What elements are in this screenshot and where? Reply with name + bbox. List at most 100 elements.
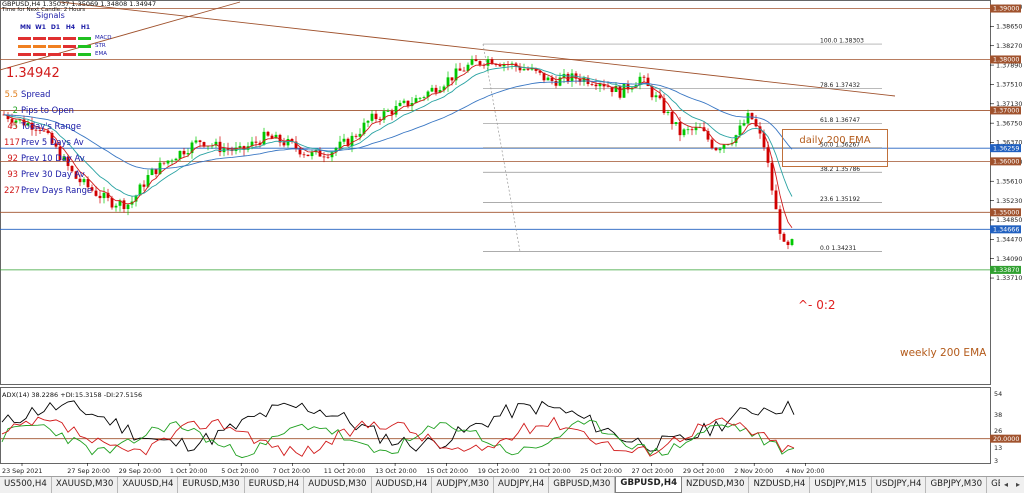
candle-body bbox=[502, 64, 506, 67]
candle-body bbox=[282, 142, 286, 146]
candle-body bbox=[670, 111, 674, 125]
candle-body bbox=[722, 144, 726, 149]
tab-audjpy-m30[interactable]: AUDJPY,M30 bbox=[432, 477, 494, 493]
signal-row-ema: EMA bbox=[18, 51, 107, 57]
signal-name: STR bbox=[95, 43, 106, 49]
candle-body bbox=[118, 200, 122, 206]
stat-value: 227 bbox=[4, 185, 20, 195]
plus-di-line bbox=[1, 419, 795, 459]
candle-body bbox=[762, 133, 766, 148]
tab-xauusd-h4[interactable]: XAUUSD,H4 bbox=[118, 477, 179, 493]
symbol-header: GBPUSD,H4 1.35037 1.35069 1.34808 1.3494… bbox=[2, 0, 157, 8]
tab-usdjpy-m15[interactable]: USDJPY,M15 bbox=[810, 477, 872, 493]
candle-body bbox=[198, 140, 202, 143]
tab-usdjpy-h4[interactable]: USDJPY,H4 bbox=[872, 477, 927, 493]
candle-body bbox=[422, 97, 426, 98]
candle-body bbox=[170, 160, 174, 162]
candle-body bbox=[434, 87, 438, 93]
candle-body bbox=[54, 143, 58, 147]
candle-body bbox=[590, 84, 594, 85]
stat-label: Pips to Open bbox=[21, 105, 74, 115]
candle-body bbox=[498, 64, 502, 67]
candle-body bbox=[126, 204, 130, 210]
candle-body bbox=[14, 120, 18, 123]
candle-body bbox=[654, 95, 658, 98]
candle-body bbox=[174, 158, 178, 161]
tab-scroll-left-icon[interactable]: ◂ bbox=[1003, 480, 1008, 489]
y-tick-label: 1.36370 bbox=[996, 139, 1022, 147]
candle-body bbox=[518, 66, 522, 71]
candle-body bbox=[254, 141, 258, 143]
price-level-text: 1.35000 bbox=[993, 209, 1019, 217]
timeframe-h4: H4 bbox=[65, 24, 76, 31]
candle-body bbox=[530, 68, 534, 70]
tab-nzdusd-h4[interactable]: NZDUSD,H4 bbox=[749, 477, 811, 493]
candle-body bbox=[438, 90, 442, 93]
candle-body bbox=[214, 141, 218, 146]
adx-level-text: 20.0000 bbox=[993, 435, 1019, 443]
candle-body bbox=[522, 68, 526, 71]
price-level-text: 1.33870 bbox=[993, 266, 1019, 274]
price-level-text: 1.34666 bbox=[993, 226, 1019, 234]
candle-body bbox=[458, 68, 462, 71]
candle-body bbox=[718, 148, 722, 151]
price-level-text: 1.39000 bbox=[993, 5, 1019, 13]
stat-label: Spread bbox=[21, 89, 51, 99]
y-tick-label: 1.34470 bbox=[996, 236, 1022, 244]
tab-scroll-right-icon[interactable]: ▸ bbox=[1015, 480, 1020, 489]
minus-di-line bbox=[1, 416, 795, 457]
candle-body bbox=[190, 142, 194, 154]
main-plot-frame bbox=[0, 0, 991, 385]
x-tick-label: 29 Oct 20:00 bbox=[683, 467, 725, 475]
candle-body bbox=[62, 156, 66, 160]
candle-body bbox=[258, 142, 262, 145]
adx-tick-label: 54 bbox=[994, 390, 1002, 398]
candle-body bbox=[262, 131, 266, 145]
candle-body bbox=[582, 77, 586, 82]
candle-body bbox=[326, 156, 330, 158]
candle-body bbox=[426, 91, 430, 98]
tab-xauusd-m30[interactable]: XAUUSD,M30 bbox=[52, 477, 119, 493]
x-tick-label: 2 Nov 20:00 bbox=[734, 467, 773, 475]
signal-indicator bbox=[18, 52, 31, 56]
tab-gbpjpy-m30[interactable]: GBPJPY,M30 bbox=[926, 477, 988, 493]
signal-indicator bbox=[33, 44, 46, 48]
candle-body bbox=[378, 119, 382, 120]
tab-eurusd-h4[interactable]: EURUSD,H4 bbox=[245, 477, 305, 493]
candle-body bbox=[690, 129, 694, 131]
candle-body bbox=[454, 68, 458, 81]
tab-us500-h4[interactable]: US500,H4 bbox=[0, 477, 52, 493]
candle-body bbox=[286, 139, 290, 146]
tab-audusd-h4[interactable]: AUDUSD,H4 bbox=[372, 477, 433, 493]
adx-line bbox=[1, 400, 795, 452]
timeframe-h1: H1 bbox=[80, 24, 91, 31]
candle-body bbox=[154, 168, 158, 175]
tab-gbpusd-h4[interactable]: GBPUSD,H4 bbox=[615, 477, 683, 493]
price-level-text: 1.36259 bbox=[993, 144, 1019, 152]
candle-body bbox=[770, 162, 774, 191]
x-tick-label: 5 Oct 20:00 bbox=[221, 467, 259, 475]
candle-body bbox=[274, 134, 278, 139]
candle-body bbox=[342, 138, 346, 142]
candle-body bbox=[182, 150, 186, 155]
x-tick-label: 23 Sep 2021 bbox=[2, 467, 43, 475]
candle-body bbox=[642, 76, 646, 78]
tab-audusd-m30[interactable]: AUDUSD,M30 bbox=[304, 477, 372, 493]
price-chart[interactable]: 1.390301.386501.382701.378901.375101.371… bbox=[0, 0, 1024, 476]
candle-body bbox=[466, 64, 470, 71]
candle-body bbox=[790, 239, 794, 246]
adx-tick-label: 38 bbox=[994, 411, 1002, 419]
candle-body bbox=[266, 131, 270, 136]
tab-gbpusd-m30[interactable]: GBPUSD,M30 bbox=[549, 477, 616, 493]
candle-body bbox=[430, 87, 434, 92]
daily-ema-label: daily 200 EMA bbox=[799, 135, 871, 146]
candle-body bbox=[42, 130, 46, 132]
candle-body bbox=[742, 123, 746, 126]
tab-audjpy-h4[interactable]: AUDJPY,H4 bbox=[494, 477, 550, 493]
candle-body bbox=[226, 148, 230, 150]
x-tick-label: 21 Oct 20:00 bbox=[529, 467, 571, 475]
tab-nzdusd-m30[interactable]: NZDUSD,M30 bbox=[682, 477, 750, 493]
candle-body bbox=[538, 70, 542, 73]
candle-body bbox=[166, 160, 170, 164]
tab-eurusd-m30[interactable]: EURUSD,M30 bbox=[178, 477, 245, 493]
